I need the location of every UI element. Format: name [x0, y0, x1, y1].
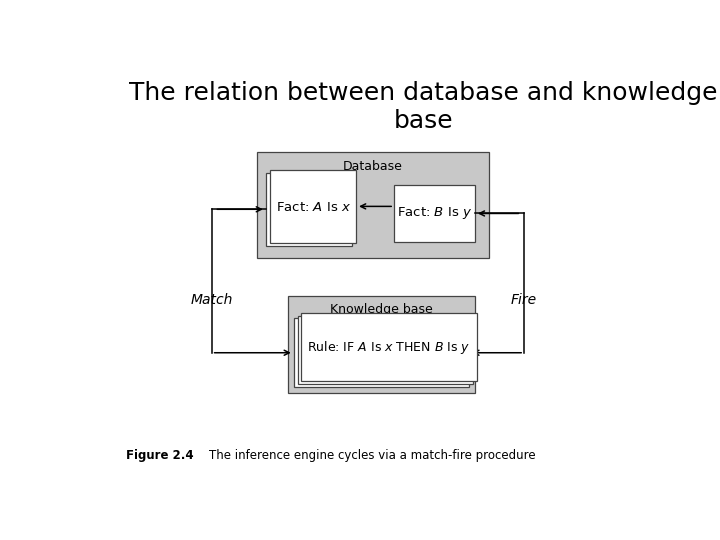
- Text: Database: Database: [343, 160, 403, 173]
- Text: The inference engine cycles via a match‐fire procedure: The inference engine cycles via a match‐…: [194, 449, 536, 462]
- Bar: [288, 295, 475, 393]
- Text: Fact: $B$ Is $y$: Fact: $B$ Is $y$: [397, 205, 472, 221]
- Text: Match: Match: [191, 293, 233, 307]
- Text: Knowledge base: Knowledge base: [330, 303, 433, 316]
- Bar: [394, 185, 475, 241]
- Text: Figure 2.4: Figure 2.4: [126, 449, 194, 462]
- Text: Rule: IF $A$ Is $x$ THEN $B$ Is $y$: Rule: IF $A$ Is $x$ THEN $B$ Is $y$: [307, 339, 471, 356]
- Text: Fire: Fire: [511, 293, 537, 307]
- Bar: [266, 173, 352, 246]
- Bar: [297, 315, 473, 384]
- Bar: [270, 170, 356, 243]
- Bar: [258, 152, 489, 258]
- Bar: [302, 313, 477, 381]
- Text: The relation between database and knowledge
base: The relation between database and knowle…: [129, 82, 718, 133]
- Text: Fact: $A$ Is $x$: Fact: $A$ Is $x$: [276, 201, 351, 214]
- Bar: [294, 319, 469, 387]
